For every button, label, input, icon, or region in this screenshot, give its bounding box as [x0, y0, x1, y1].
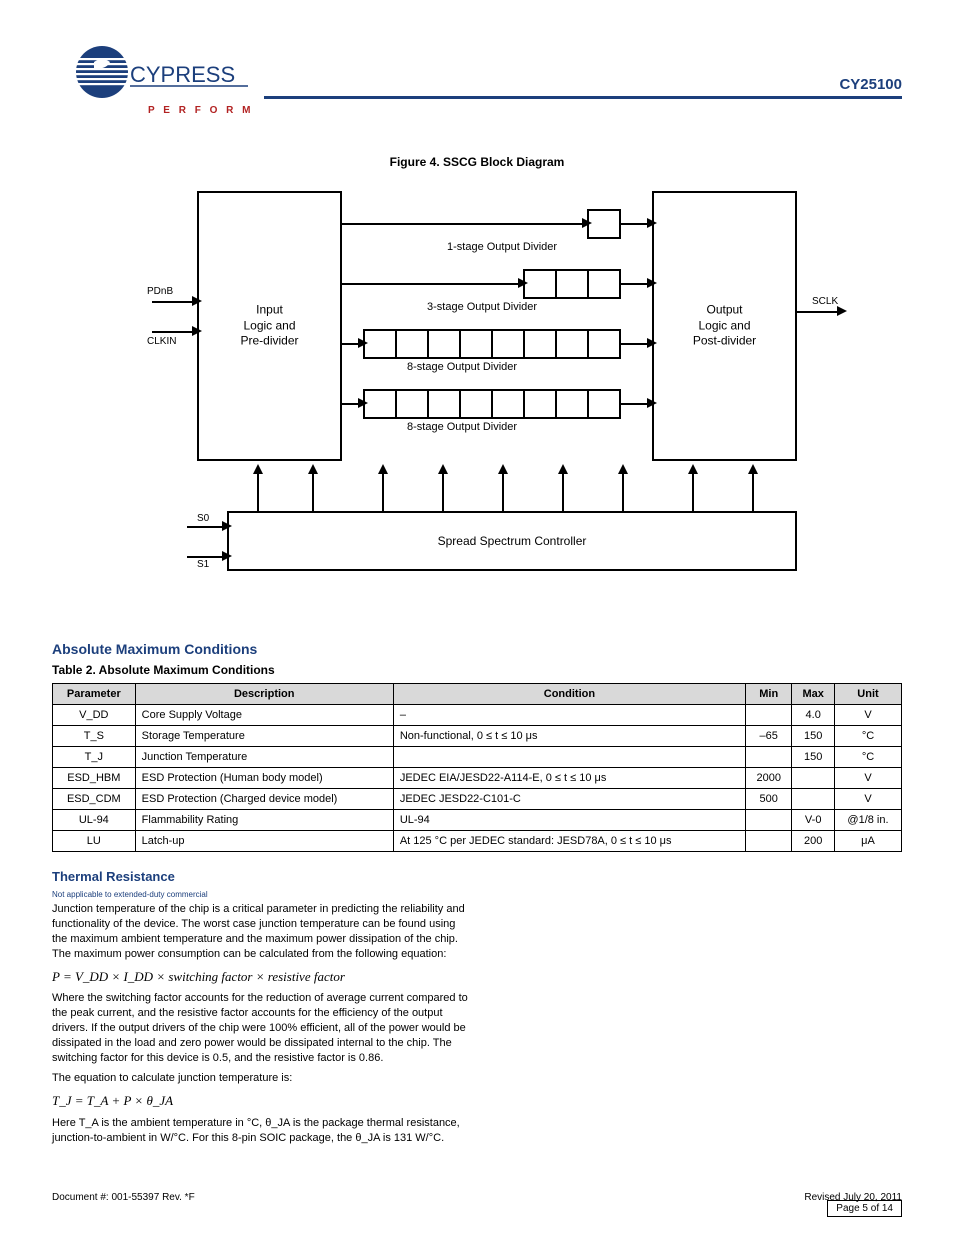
table-cell: Latch-up	[135, 831, 393, 852]
table-cell	[746, 705, 792, 726]
signal-s0: S0	[197, 513, 209, 524]
table-row: T_SStorage TemperatureNon-functional, 0 …	[53, 726, 902, 747]
table-cell	[792, 768, 835, 789]
figure-caption: Figure 4. SSCG Block Diagram	[52, 155, 902, 169]
page-header: CYPRESS P E R F O R M CY25100	[52, 40, 902, 125]
table-cell: 200	[792, 831, 835, 852]
footer-doc: Document #: 001-55397 Rev. *F	[52, 1192, 195, 1203]
brand-tagline: P E R F O R M	[148, 105, 254, 116]
table-cell: °C	[834, 726, 901, 747]
table-cell: ESD Protection (Human body model)	[135, 768, 393, 789]
table-cell: –	[393, 705, 745, 726]
table-cell: V	[834, 768, 901, 789]
table-cell: ESD Protection (Charged device model)	[135, 789, 393, 810]
part-number: CY25100	[839, 76, 902, 93]
table-cell: 4.0	[792, 705, 835, 726]
table-row: T_JJunction Temperature 150°C	[53, 747, 902, 768]
table-cell: μA	[834, 831, 901, 852]
chain-1stage	[587, 209, 621, 239]
svg-text:CYPRESS: CYPRESS	[130, 62, 235, 87]
table-cell: UL-94	[393, 810, 745, 831]
table-cell: –65	[746, 726, 792, 747]
table-abs-max: ParameterDescriptionConditionMinMaxUnit …	[52, 683, 902, 852]
block-input-logic: InputLogic andPre-divider	[197, 191, 342, 461]
table-cell: V	[834, 789, 901, 810]
chain-3stage-label: 3-stage Output Divider	[427, 301, 627, 313]
signal-s1: S1	[197, 559, 209, 570]
thermal-eqn1: P = V_DD × I_DD × switching factor × res…	[52, 968, 472, 986]
table-cell: T_J	[53, 747, 136, 768]
chain-8stage-a	[363, 329, 621, 359]
table-cell: V_DD	[53, 705, 136, 726]
page-footer: Document #: 001-55397 Rev. *F Revised Ju…	[52, 1192, 902, 1203]
table-cell: JEDEC EIA/JESD22-A114-E, 0 ≤ t ≤ 10 μs	[393, 768, 745, 789]
signal-sclk: SCLK	[812, 296, 838, 307]
brand-logo: CYPRESS P E R F O R M	[74, 40, 254, 116]
thermal-p4: Here T_A is the ambient temperature in °…	[52, 1116, 472, 1146]
header-rule	[264, 96, 902, 99]
table-cell: 150	[792, 747, 835, 768]
table-cell: 2000	[746, 768, 792, 789]
table-cell	[746, 831, 792, 852]
table-cell: ESD_HBM	[53, 768, 136, 789]
table-col-header: Description	[135, 684, 393, 705]
table-row: ESD_CDMESD Protection (Charged device mo…	[53, 789, 902, 810]
chain-1stage-label: 1-stage Output Divider	[447, 241, 647, 253]
chain-8stage-b	[363, 389, 621, 419]
table-row: V_DDCore Supply Voltage– 4.0V	[53, 705, 902, 726]
thermal-p3: The equation to calculate junction tempe…	[52, 1071, 472, 1086]
table-cell	[393, 747, 745, 768]
table-cell	[746, 810, 792, 831]
thermal-heading: Thermal Resistance	[52, 868, 472, 886]
table-col-header: Max	[792, 684, 835, 705]
table-col-header: Min	[746, 684, 792, 705]
table-cell: Storage Temperature	[135, 726, 393, 747]
table-cell: Junction Temperature	[135, 747, 393, 768]
table-row: LULatch-upAt 125 °C per JEDEC standard: …	[53, 831, 902, 852]
thermal-p2: Where the switching factor accounts for …	[52, 991, 472, 1065]
table-cell	[746, 747, 792, 768]
table-cell: At 125 °C per JEDEC standard: JESD78A, 0…	[393, 831, 745, 852]
table-cell: V-0	[792, 810, 835, 831]
thermal-p1: Junction temperature of the chip is a cr…	[52, 902, 472, 961]
table-cell: @1/8 in.	[834, 810, 901, 831]
thermal-subnote: Not applicable to extended-duty commerci…	[52, 890, 472, 901]
table-cell: Flammability Rating	[135, 810, 393, 831]
table-cell: Core Supply Voltage	[135, 705, 393, 726]
table-cell: UL-94	[53, 810, 136, 831]
table-cell: LU	[53, 831, 136, 852]
thermal-section: Thermal Resistance Not applicable to ext…	[52, 868, 472, 1146]
table-cell: V	[834, 705, 901, 726]
table-cell: Non-functional, 0 ≤ t ≤ 10 μs	[393, 726, 745, 747]
table-col-header: Unit	[834, 684, 901, 705]
table-col-header: Condition	[393, 684, 745, 705]
signal-clkin: CLKIN	[147, 336, 176, 347]
chain-8stage-a-label: 8-stage Output Divider	[407, 361, 607, 373]
table-cell	[792, 789, 835, 810]
figure-block-diagram: Figure 4. SSCG Block Diagram InputLogic …	[52, 155, 902, 621]
table-col-header: Parameter	[53, 684, 136, 705]
table-cell: ESD_CDM	[53, 789, 136, 810]
chain-3stage	[523, 269, 621, 299]
signal-pdnb: PDnB	[147, 286, 173, 297]
thermal-eqn2: T_J = T_A + P × θ_JA	[52, 1092, 472, 1110]
table-cell: T_S	[53, 726, 136, 747]
chain-8stage-b-label: 8-stage Output Divider	[407, 421, 607, 433]
table-row: UL-94Flammability RatingUL-94 V-0@1/8 in.	[53, 810, 902, 831]
table-cell: °C	[834, 747, 901, 768]
table-title: Table 2. Absolute Maximum Conditions	[52, 663, 902, 677]
footer-page-badge: Page 5 of 14	[827, 1200, 902, 1217]
section-abs-max: Absolute Maximum Conditions	[52, 641, 902, 657]
table-cell: 500	[746, 789, 792, 810]
block-output-logic: OutputLogic andPost-divider	[652, 191, 797, 461]
table-cell: 150	[792, 726, 835, 747]
block-ss-controller: Spread Spectrum Controller	[227, 511, 797, 571]
table-cell: JEDEC JESD22-C101-C	[393, 789, 745, 810]
table-row: ESD_HBMESD Protection (Human body model)…	[53, 768, 902, 789]
